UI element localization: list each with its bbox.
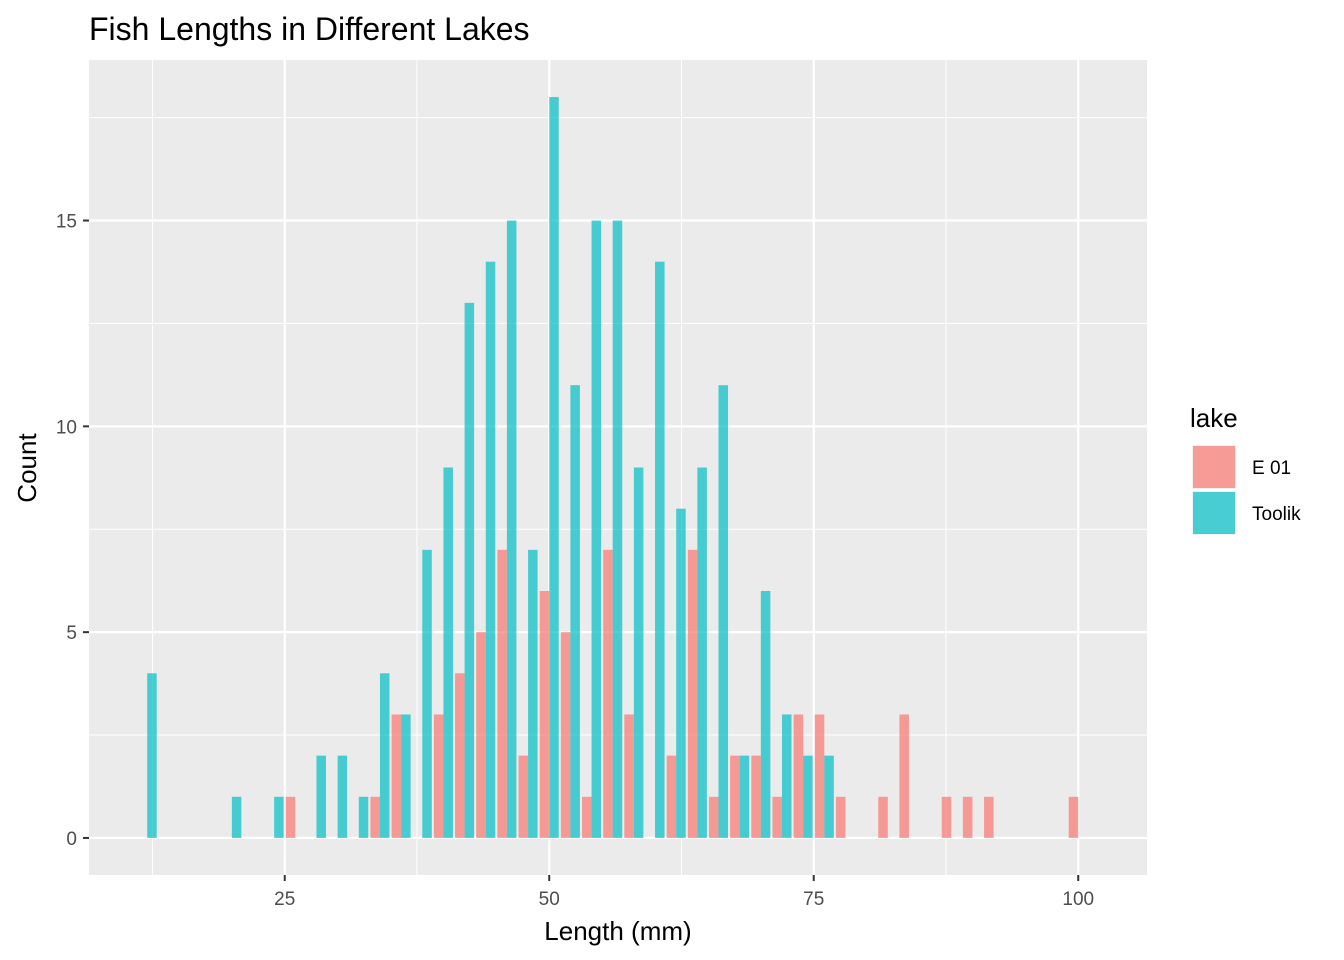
bars <box>147 97 1079 838</box>
y-tick-label: 15 <box>56 212 77 233</box>
chart-title: Fish Lengths in Different Lakes <box>89 11 530 47</box>
bar-e01 <box>560 632 571 838</box>
x-tick-label: 25 <box>274 889 295 910</box>
bar-e01 <box>708 796 719 838</box>
x-axis: 25 50 75 100 <box>274 875 1094 910</box>
bar-toolik <box>824 755 834 838</box>
x-axis-title: Length (mm) <box>544 916 691 946</box>
y-tick-label: 0 <box>66 829 77 850</box>
bar-toolik <box>718 385 729 838</box>
bar-e01 <box>878 796 888 838</box>
bar-e01 <box>476 632 486 838</box>
bar-toolik <box>485 261 496 838</box>
bar-toolik <box>760 590 771 838</box>
bar-e01 <box>433 714 444 838</box>
bar-toolik <box>633 467 644 838</box>
bar-toolik <box>570 385 580 838</box>
bar-toolik <box>655 261 665 838</box>
bar-e01 <box>1068 796 1079 838</box>
bar-toolik <box>316 755 326 838</box>
bar-e01 <box>539 590 550 838</box>
bar-e01 <box>687 549 698 838</box>
bar-toolik <box>549 97 559 838</box>
bar-e01 <box>751 755 761 838</box>
x-tick-label: 75 <box>803 889 824 910</box>
bar-e01 <box>962 796 973 838</box>
bar-toolik <box>803 755 813 838</box>
bar-toolik <box>231 796 242 838</box>
bar-e01 <box>772 796 782 838</box>
bar-toolik <box>676 508 686 838</box>
bar-toolik <box>528 549 538 838</box>
legend-title: lake <box>1190 403 1238 433</box>
legend-swatch-toolik <box>1193 492 1235 534</box>
bar-e01 <box>666 755 677 838</box>
bar-e01 <box>391 714 402 838</box>
bar-toolik <box>781 714 792 838</box>
bar-e01 <box>984 796 994 838</box>
bar-e01 <box>624 714 634 838</box>
bar-toolik <box>401 714 411 838</box>
y-tick-label: 5 <box>66 623 77 644</box>
bar-e01 <box>518 755 529 838</box>
bar-toolik <box>697 467 707 838</box>
bar-e01 <box>814 714 825 838</box>
bar-e01 <box>370 796 380 838</box>
bar-e01 <box>497 549 507 838</box>
bar-toolik <box>358 796 369 838</box>
bar-toolik <box>147 673 157 838</box>
bar-toolik <box>274 796 284 838</box>
bar-e01 <box>793 714 804 838</box>
bar-toolik <box>506 220 517 838</box>
bar-e01 <box>455 673 465 838</box>
x-tick-label: 100 <box>1062 889 1094 910</box>
bar-toolik <box>443 467 453 838</box>
bar-e01 <box>603 549 613 838</box>
bar-toolik <box>379 673 390 838</box>
y-tick-label: 10 <box>56 417 77 438</box>
bar-e01 <box>582 796 592 838</box>
bar-e01 <box>730 755 740 838</box>
legend-swatch-e01 <box>1193 446 1235 488</box>
bar-toolik <box>739 755 750 838</box>
legend-label-toolik: Toolik <box>1252 504 1301 525</box>
y-axis: 0 5 10 15 <box>56 212 89 850</box>
bar-e01 <box>285 796 296 838</box>
x-tick-label: 50 <box>539 889 560 910</box>
bar-e01 <box>835 796 846 838</box>
legend: lake E 01 Toolik <box>1190 403 1301 535</box>
bar-e01 <box>941 796 952 838</box>
y-axis-title: Count <box>12 433 42 503</box>
bar-toolik <box>422 549 432 838</box>
bar-toolik <box>612 220 623 838</box>
bar-e01 <box>899 714 909 838</box>
legend-label-e01: E 01 <box>1252 458 1291 479</box>
bar-toolik <box>337 755 348 838</box>
bar-toolik <box>464 302 475 838</box>
bar-toolik <box>591 220 602 838</box>
